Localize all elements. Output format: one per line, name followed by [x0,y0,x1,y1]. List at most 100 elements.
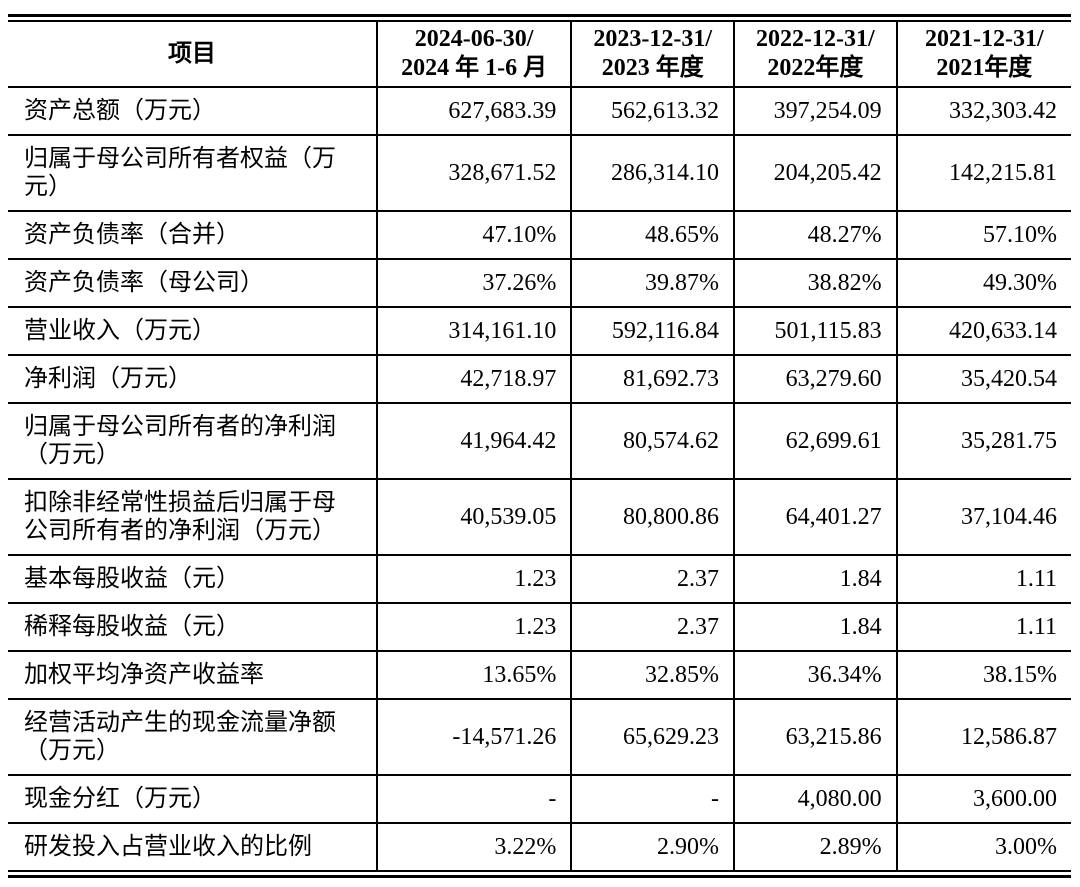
table-row: 归属于母公司所有者权益（万元） 328,671.52 286,314.10 204,2… [8,134,1071,212]
cell-value: 627,683.39 [375,86,573,136]
row-label: 基本每股收益（元） [8,554,378,604]
cell-value: 65,629.23 [570,698,736,776]
cell-value: 286,314.10 [570,134,736,212]
cell-value: 3,600.00 [895,774,1071,824]
row-label: 净利润（万元） [8,354,378,404]
cell-value: 2.89% [733,822,898,872]
cell-value: 41,964.42 [375,402,573,480]
col-header-2022-date: 2022-12-31/ [756,26,875,52]
cell-value: 81,692.73 [570,354,736,404]
cell-value: 332,303.42 [895,86,1071,136]
col-header-2023-date: 2023-12-31/ [593,26,713,52]
row-label: 营业收入（万元） [8,306,378,356]
cell-value: 13.65% [375,650,573,700]
row-label: 扣除非经常性损益后归属于母公司所有者的净利润（万元） [8,478,378,556]
row-label: 资产负债率（母公司） [8,258,378,308]
cell-value: -14,571.26 [375,698,573,776]
row-label: 现金分红（万元） [8,774,378,824]
cell-value: 1.11 [895,602,1071,652]
col-header-2024: 2024-06-30/ 2024 年 1-6 月 [375,20,573,88]
table-row: 现金分红（万元） - -4,080.00 3,600.00 [8,774,1071,824]
cell-value: 501,115.83 [733,306,898,356]
table-row: 归属于母公司所有者的净利润（万元） 41,964.42 80,574.62 62,69… [8,402,1071,480]
cell-value: 38.15% [895,650,1071,700]
cell-value: 2.37 [570,602,736,652]
table-row: 资产总额（万元） 627,683.39 562,613.32 397,254.09 33… [8,86,1071,136]
row-label: 加权平均净资产收益率 [8,650,378,700]
cell-value: 48.65% [570,210,736,260]
row-label: 归属于母公司所有者权益（万元） [8,134,378,212]
col-header-2022: 2022-12-31/ 2022年度 [733,20,898,88]
col-header-2023: 2023-12-31/ 2023 年度 [570,20,736,88]
table-row: 研发投入占营业收入的比例 3.22% 2.90% 2.89% 3.00% [8,822,1071,872]
cell-value: 592,116.84 [570,306,736,356]
financial-table-container: 项目 2024-06-30/ 2024 年 1-6 月 2023-12-31/ … [8,14,1071,878]
cell-value: 2.90% [570,822,736,872]
row-label: 资产总额（万元） [8,86,378,136]
col-header-item: 项目 [8,20,378,88]
cell-value: 32.85% [570,650,736,700]
cell-value: 562,613.32 [570,86,736,136]
cell-value: - [570,774,736,824]
cell-value: 3.00% [895,822,1071,872]
cell-value: 142,215.81 [895,134,1071,212]
cell-value: 80,574.62 [570,402,736,480]
cell-value: 80,800.86 [570,478,736,556]
cell-value: 39.87% [570,258,736,308]
cell-value: 12,586.87 [895,698,1071,776]
row-label: 资产负债率（合并） [8,210,378,260]
col-header-2024-date: 2024-06-30/ [414,26,534,52]
cell-value: 397,254.09 [733,86,898,136]
cell-value: 1.23 [375,602,573,652]
cell-value: 63,215.86 [733,698,898,776]
cell-value: 328,671.52 [375,134,573,212]
row-label: 研发投入占营业收入的比例 [8,822,378,872]
cell-value: 314,161.10 [375,306,573,356]
table-row: 稀释每股收益（元） 1.23 2.37 1.84 1.11 [8,602,1071,652]
cell-value: 57.10% [895,210,1071,260]
cell-value: 48.27% [733,210,898,260]
table-row: 经营活动产生的现金流量净额（万元） -14,571.26 65,629.23 63,2… [8,698,1071,776]
col-header-2024-period: 2024 年 1-6 月 [401,55,548,81]
cell-value: 204,205.42 [733,134,898,212]
table-row: 净利润（万元） 42,718.97 81,692.73 63,279.60 35,420… [8,354,1071,404]
cell-value: 35,420.54 [895,354,1071,404]
row-label: 归属于母公司所有者的净利润（万元） [8,402,378,480]
cell-value: 64,401.27 [733,478,898,556]
cell-value: 420,633.14 [895,306,1071,356]
table-row: 加权平均净资产收益率 13.65% 32.85% 36.34% 38.15% [8,650,1071,700]
cell-value: 36.34% [733,650,898,700]
row-label: 稀释每股收益（元） [8,602,378,652]
table-row: 基本每股收益（元） 1.23 2.37 1.84 1.11 [8,554,1071,604]
cell-value: 63,279.60 [733,354,898,404]
cell-value: - [375,774,573,824]
cell-value: 62,699.61 [733,402,898,480]
col-header-2022-period: 2022年度 [767,55,864,81]
cell-value: 1.84 [733,554,898,604]
col-header-2021-date: 2021-12-31/ [924,26,1044,52]
table-row: 资产负债率（合并） 47.10% 48.65% 48.27% 57.10% [8,210,1071,260]
col-header-2021: 2021-12-31/ 2021年度 [895,20,1071,88]
cell-value: 1.11 [895,554,1071,604]
cell-value: 1.23 [375,554,573,604]
cell-value: 40,539.05 [375,478,573,556]
cell-value: 1.84 [733,602,898,652]
table-row: 营业收入（万元） 314,161.10 592,116.84 501,115.83 42… [8,306,1071,356]
financial-summary-table: 项目 2024-06-30/ 2024 年 1-6 月 2023-12-31/ … [8,20,1071,872]
cell-value: 42,718.97 [375,354,573,404]
table-row: 扣除非经常性损益后归属于母公司所有者的净利润（万元） 40,539.05 80,80… [8,478,1071,556]
table-row: 资产负债率（母公司） 37.26% 39.87% 38.82% 49.30% [8,258,1071,308]
cell-value: 35,281.75 [895,402,1071,480]
col-header-2023-period: 2023 年度 [601,55,704,81]
cell-value: 47.10% [375,210,573,260]
col-header-item-label: 项目 [167,40,216,67]
cell-value: 38.82% [733,258,898,308]
col-header-2021-period: 2021年度 [936,55,1033,81]
header-row: 项目 2024-06-30/ 2024 年 1-6 月 2023-12-31/ … [8,20,1071,88]
cell-value: 37,104.46 [895,478,1071,556]
cell-value: 3.22% [375,822,573,872]
cell-value: 37.26% [375,258,573,308]
cell-value: 2.37 [570,554,736,604]
row-label: 经营活动产生的现金流量净额（万元） [8,698,378,776]
